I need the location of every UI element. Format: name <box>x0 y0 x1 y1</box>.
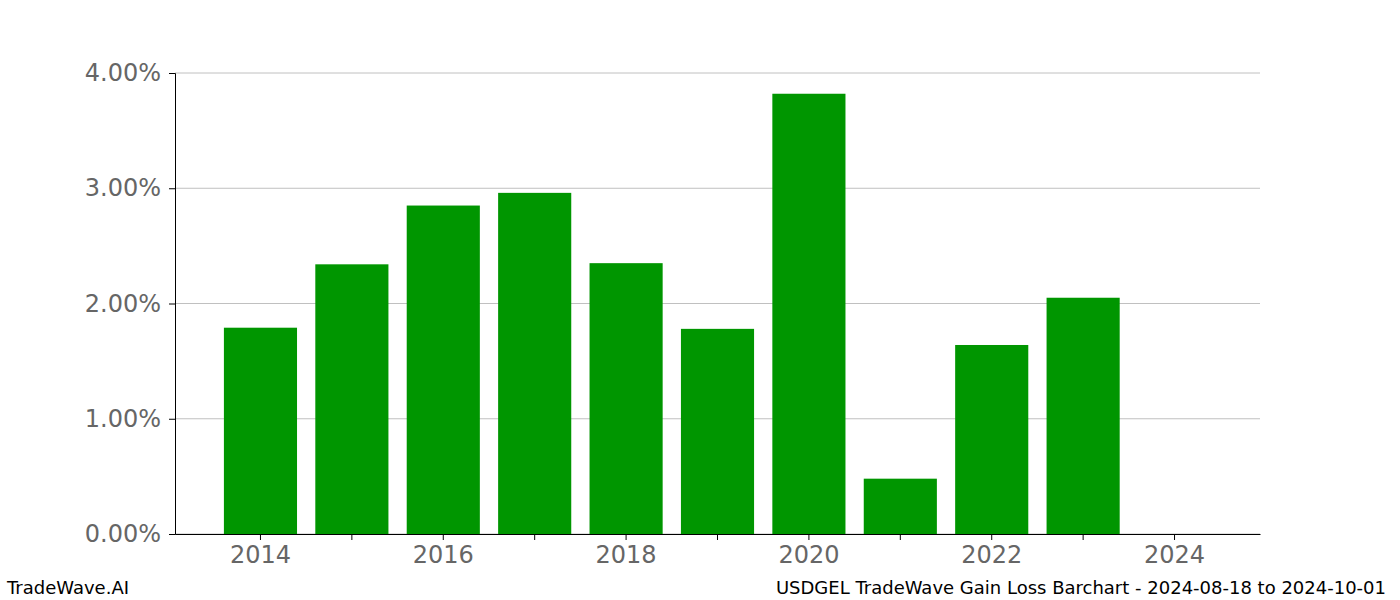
y-tick-mark <box>169 73 175 74</box>
x-tick-mark <box>1083 534 1084 540</box>
x-tick-mark <box>260 534 261 540</box>
y-tick-label: 4.00% <box>85 59 161 87</box>
x-tick: 2024 <box>1144 534 1205 569</box>
x-tick: 2020 <box>778 534 839 569</box>
grid-line <box>175 73 1260 74</box>
bar <box>864 479 937 534</box>
y-tick-label: 3.00% <box>85 174 161 202</box>
x-tick-mark <box>900 534 901 540</box>
bar <box>681 329 754 534</box>
y-tick-mark <box>169 304 175 305</box>
y-tick-label: 0.00% <box>85 520 161 548</box>
y-tick: 4.00% <box>85 59 175 87</box>
grid <box>175 73 1260 534</box>
x-tick-label: 2024 <box>1144 541 1205 569</box>
x-tick-mark <box>534 534 535 540</box>
x-tick-mark <box>991 534 992 540</box>
x-axis: 2014 2016 2018 2020 2022 2024 <box>176 534 1261 569</box>
y-axis-line <box>169 74 176 535</box>
y-tick-mark <box>169 419 175 420</box>
x-tick-mark <box>1174 534 1175 540</box>
x-tick <box>351 534 352 540</box>
bar <box>315 264 388 534</box>
y-axis: 0.00% 1.00% 2.00% 3.00% 4.00% <box>85 59 176 548</box>
x-tick <box>900 534 901 540</box>
bar <box>955 345 1028 534</box>
y-tick: 1.00% <box>85 405 175 433</box>
y-tick-mark <box>169 188 175 189</box>
bar <box>498 193 571 534</box>
bar <box>590 263 663 534</box>
bar <box>1138 534 1211 535</box>
x-tick-label: 2022 <box>961 541 1022 569</box>
x-tick: 2014 <box>230 534 291 569</box>
y-tick: 2.00% <box>85 290 175 318</box>
chart: 0.00% 1.00% 2.00% 3.00% 4.00% 2014 2016 2018 202… <box>0 0 1400 600</box>
bar <box>772 94 845 534</box>
title: USDGEL TradeWave Gain Loss Barchart - 20… <box>776 577 1386 598</box>
x-tick: 2018 <box>596 534 657 569</box>
footer: TradeWave.AI <box>6 577 129 598</box>
x-tick-mark <box>717 534 718 540</box>
x-tick <box>1083 534 1084 540</box>
x-tick-label: 2016 <box>413 541 474 569</box>
x-tick-label: 2014 <box>230 541 291 569</box>
x-tick: 2016 <box>413 534 474 569</box>
x-tick-mark <box>808 534 809 540</box>
x-tick <box>717 534 718 540</box>
x-tick-mark <box>351 534 352 540</box>
bar <box>224 328 297 534</box>
bar <box>407 206 480 534</box>
x-tick-label: 2020 <box>778 541 839 569</box>
x-tick: 2022 <box>961 534 1022 569</box>
bar <box>1047 298 1120 534</box>
x-tick-mark <box>443 534 444 540</box>
y-tick-mark <box>169 534 175 535</box>
y-tick-label: 1.00% <box>85 405 161 433</box>
x-tick-mark <box>626 534 627 540</box>
x-tick <box>534 534 535 540</box>
y-tick: 0.00% <box>85 520 175 548</box>
grid-line <box>175 188 1260 189</box>
y-tick-label: 2.00% <box>85 290 161 318</box>
bars <box>224 94 1120 534</box>
y-tick: 3.00% <box>85 174 175 202</box>
x-tick-label: 2018 <box>596 541 657 569</box>
